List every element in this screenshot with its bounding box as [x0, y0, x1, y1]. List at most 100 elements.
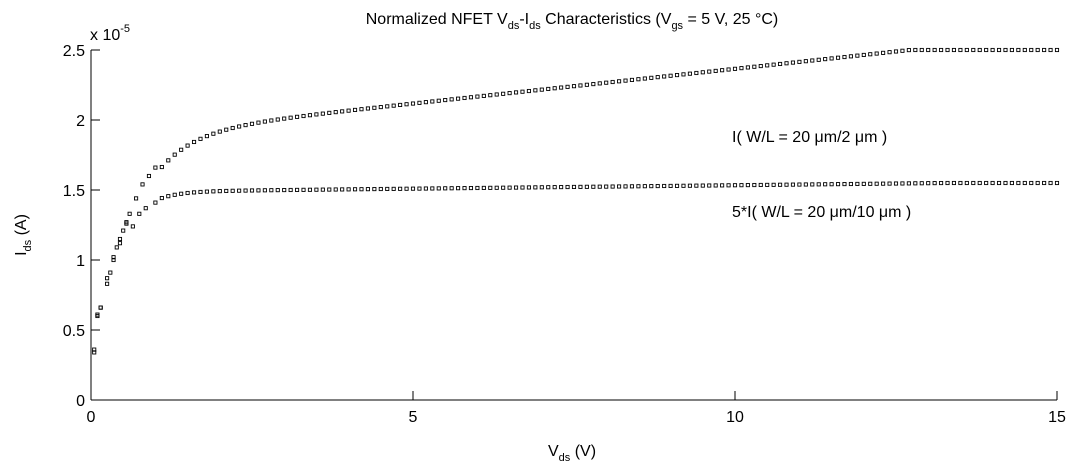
data-point-series-1	[449, 186, 454, 191]
data-point-series-0	[314, 112, 319, 117]
data-point-series-0	[778, 61, 783, 67]
data-point-series-1	[378, 186, 383, 192]
data-point-series-0	[604, 80, 609, 85]
data-point-series-0	[513, 90, 519, 95]
data-point-series-0	[127, 211, 132, 216]
data-point-series-1	[410, 186, 416, 191]
data-point-series-0	[230, 125, 235, 131]
data-point-series-1	[513, 185, 519, 190]
x-ticks: 0 5 10 15	[87, 391, 1066, 426]
data-point-series-0	[694, 70, 699, 76]
data-point-series-0	[256, 120, 261, 125]
data-point-series-1	[98, 305, 103, 310]
data-point-series-0	[932, 47, 937, 53]
data-point-series-1	[179, 191, 184, 196]
data-point-series-0	[926, 47, 931, 53]
data-point-series-0	[823, 57, 828, 62]
data-point-series-1	[919, 181, 924, 186]
data-point-series-1	[198, 189, 203, 195]
plot-axes	[90, 50, 1057, 401]
data-point-series-0	[365, 106, 370, 111]
data-point-series-0	[204, 134, 209, 139]
data-point-series-1	[1054, 180, 1060, 186]
data-point-series-1	[945, 180, 950, 186]
data-point-series-1	[124, 220, 129, 225]
data-point-series-1	[295, 187, 300, 192]
data-point-series-1	[835, 182, 841, 187]
chart-title: Normalized NFET Vds-Ids Characteristics …	[366, 11, 779, 32]
data-point-series-0	[1016, 47, 1021, 53]
data-point-series-0	[172, 152, 177, 157]
data-point-series-1	[778, 182, 783, 187]
data-point-series-0	[874, 51, 879, 56]
data-point-series-1	[417, 186, 422, 191]
data-point-series-0	[288, 115, 293, 120]
data-point-series-0	[848, 54, 853, 59]
data-point-series-0	[423, 100, 428, 105]
data-point-series-0	[977, 47, 982, 53]
data-point-series-0	[391, 103, 396, 108]
data-point-series-0	[488, 93, 493, 98]
data-point-series-1	[752, 182, 757, 188]
data-point-series-1	[629, 184, 635, 189]
y-tick-label: 0.5	[63, 323, 85, 340]
data-point-series-1	[964, 180, 969, 186]
data-point-series-1	[829, 182, 834, 187]
data-point-series-1	[571, 184, 577, 190]
data-point-series-1	[340, 187, 345, 192]
data-point-series-0	[584, 82, 589, 87]
data-point-series-0	[1009, 47, 1014, 53]
data-point-series-1	[249, 188, 255, 193]
data-point-series-1	[307, 187, 313, 192]
data-point-series-0	[249, 121, 255, 126]
data-point-series-0	[269, 118, 274, 123]
data-point-series-0	[320, 111, 325, 116]
data-point-series-1	[117, 236, 123, 242]
data-point-series-0	[146, 173, 152, 179]
data-point-series-1	[211, 189, 216, 194]
data-point-series-1	[868, 181, 873, 186]
data-point-series-1	[526, 185, 531, 190]
data-point-series-1	[1022, 180, 1027, 186]
data-point-series-0	[971, 47, 976, 53]
data-point-series-0	[707, 69, 712, 74]
data-point-series-1	[771, 182, 776, 187]
data-point-series-1	[436, 186, 441, 191]
data-point-series-1	[391, 186, 396, 191]
data-point-series-1	[224, 188, 229, 194]
data-point-series-0	[597, 81, 602, 86]
data-point-series-0	[217, 129, 222, 134]
data-point-series-0	[105, 281, 110, 286]
data-point-series-1	[546, 185, 551, 190]
data-point-series-0	[1042, 47, 1047, 53]
y-tick-label: 1.5	[63, 183, 85, 200]
y-ticks: 0 0.5 1 1.5 2 2.5	[63, 43, 100, 410]
data-point-series-0	[881, 50, 886, 55]
data-point-series-1	[320, 187, 325, 192]
data-point-series-0	[211, 131, 216, 136]
data-point-series-1	[984, 180, 989, 186]
data-point-series-1	[352, 187, 358, 192]
data-point-series-1	[694, 183, 699, 188]
data-point-series-1	[269, 188, 274, 193]
data-point-series-0	[449, 97, 454, 102]
data-point-series-0	[307, 113, 313, 118]
data-point-series-1	[687, 183, 692, 188]
data-point-series-0	[919, 47, 924, 53]
data-point-series-0	[539, 87, 544, 92]
data-point-series-0	[893, 49, 899, 54]
data-point-series-0	[185, 143, 190, 148]
data-point-series-1	[720, 183, 725, 188]
data-point-series-1	[217, 189, 222, 194]
data-point-series-0	[662, 74, 667, 79]
data-point-series-1	[1003, 180, 1008, 186]
data-point-series-1	[681, 183, 686, 188]
data-point-series-0	[275, 117, 280, 122]
data-point-series-0	[117, 241, 123, 246]
data-point-series-0	[855, 53, 860, 58]
data-point-series-1	[539, 185, 544, 190]
data-point-series-1	[1009, 180, 1014, 186]
data-point-series-0	[243, 123, 248, 128]
data-point-series-1	[649, 184, 654, 189]
data-point-series-0	[237, 124, 242, 129]
